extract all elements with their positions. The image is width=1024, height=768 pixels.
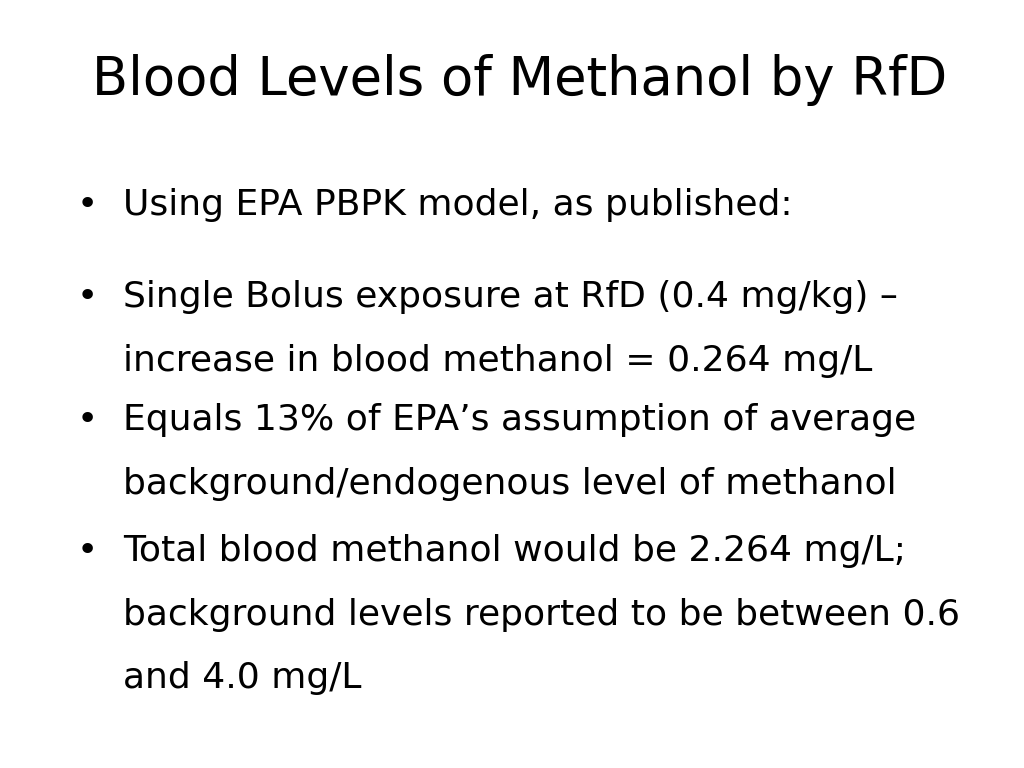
Text: Equals 13% of EPA’s assumption of average: Equals 13% of EPA’s assumption of averag… bbox=[123, 403, 916, 437]
Text: •: • bbox=[77, 534, 98, 568]
Text: background levels reported to be between 0.6: background levels reported to be between… bbox=[123, 598, 959, 631]
Text: Blood Levels of Methanol by RfD: Blood Levels of Methanol by RfD bbox=[92, 54, 947, 106]
Text: •: • bbox=[77, 403, 98, 437]
Text: Total blood methanol would be 2.264 mg/L;: Total blood methanol would be 2.264 mg/L… bbox=[123, 534, 906, 568]
Text: Single Bolus exposure at RfD (0.4 mg/kg) –: Single Bolus exposure at RfD (0.4 mg/kg)… bbox=[123, 280, 898, 314]
Text: increase in blood methanol = 0.264 mg/L: increase in blood methanol = 0.264 mg/L bbox=[123, 344, 872, 378]
Text: •: • bbox=[77, 188, 98, 222]
Text: and 4.0 mg/L: and 4.0 mg/L bbox=[123, 661, 361, 695]
Text: background/endogenous level of methanol: background/endogenous level of methanol bbox=[123, 467, 896, 501]
Text: •: • bbox=[77, 280, 98, 314]
Text: Using EPA PBPK model, as published:: Using EPA PBPK model, as published: bbox=[123, 188, 793, 222]
